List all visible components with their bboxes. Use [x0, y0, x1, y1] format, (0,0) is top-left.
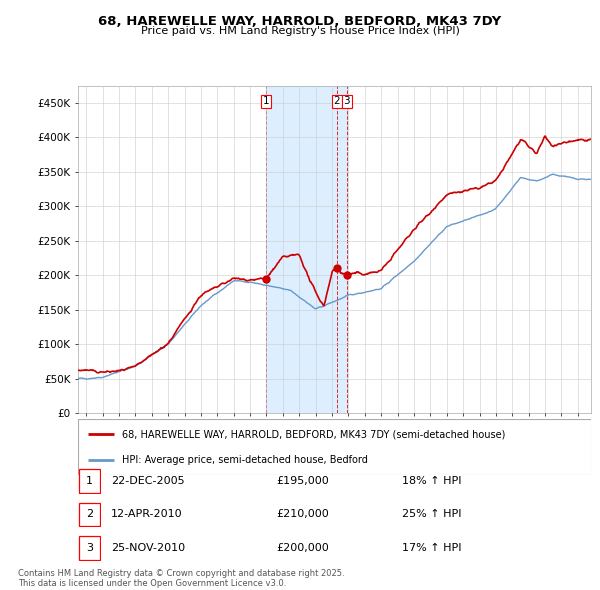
- FancyBboxPatch shape: [79, 469, 100, 493]
- Text: 1: 1: [263, 96, 269, 106]
- Text: HPI: Average price, semi-detached house, Bedford: HPI: Average price, semi-detached house,…: [122, 455, 367, 465]
- Bar: [266, 86, 347, 413]
- Text: 18% ↑ HPI: 18% ↑ HPI: [402, 476, 461, 486]
- Text: 1: 1: [86, 476, 93, 486]
- Text: 68, HAREWELLE WAY, HARROLD, BEDFORD, MK43 7DY: 68, HAREWELLE WAY, HARROLD, BEDFORD, MK4…: [98, 15, 502, 28]
- Text: Price paid vs. HM Land Registry's House Price Index (HPI): Price paid vs. HM Land Registry's House …: [140, 26, 460, 36]
- Text: 22-DEC-2005: 22-DEC-2005: [111, 476, 185, 486]
- Text: 2: 2: [334, 96, 340, 106]
- Text: £195,000: £195,000: [276, 476, 329, 486]
- Text: 25% ↑ HPI: 25% ↑ HPI: [402, 510, 461, 519]
- FancyBboxPatch shape: [78, 419, 591, 475]
- FancyBboxPatch shape: [79, 503, 100, 526]
- Text: 3: 3: [86, 543, 93, 553]
- Text: 68, HAREWELLE WAY, HARROLD, BEDFORD, MK43 7DY (semi-detached house): 68, HAREWELLE WAY, HARROLD, BEDFORD, MK4…: [122, 429, 505, 439]
- FancyBboxPatch shape: [79, 536, 100, 560]
- Text: £200,000: £200,000: [276, 543, 329, 553]
- Text: 2: 2: [86, 510, 93, 519]
- Text: 17% ↑ HPI: 17% ↑ HPI: [402, 543, 461, 553]
- Text: 25-NOV-2010: 25-NOV-2010: [111, 543, 185, 553]
- Text: Contains HM Land Registry data © Crown copyright and database right 2025.
This d: Contains HM Land Registry data © Crown c…: [18, 569, 344, 588]
- Text: 12-APR-2010: 12-APR-2010: [111, 510, 182, 519]
- Text: 3: 3: [343, 96, 350, 106]
- Text: £210,000: £210,000: [276, 510, 329, 519]
